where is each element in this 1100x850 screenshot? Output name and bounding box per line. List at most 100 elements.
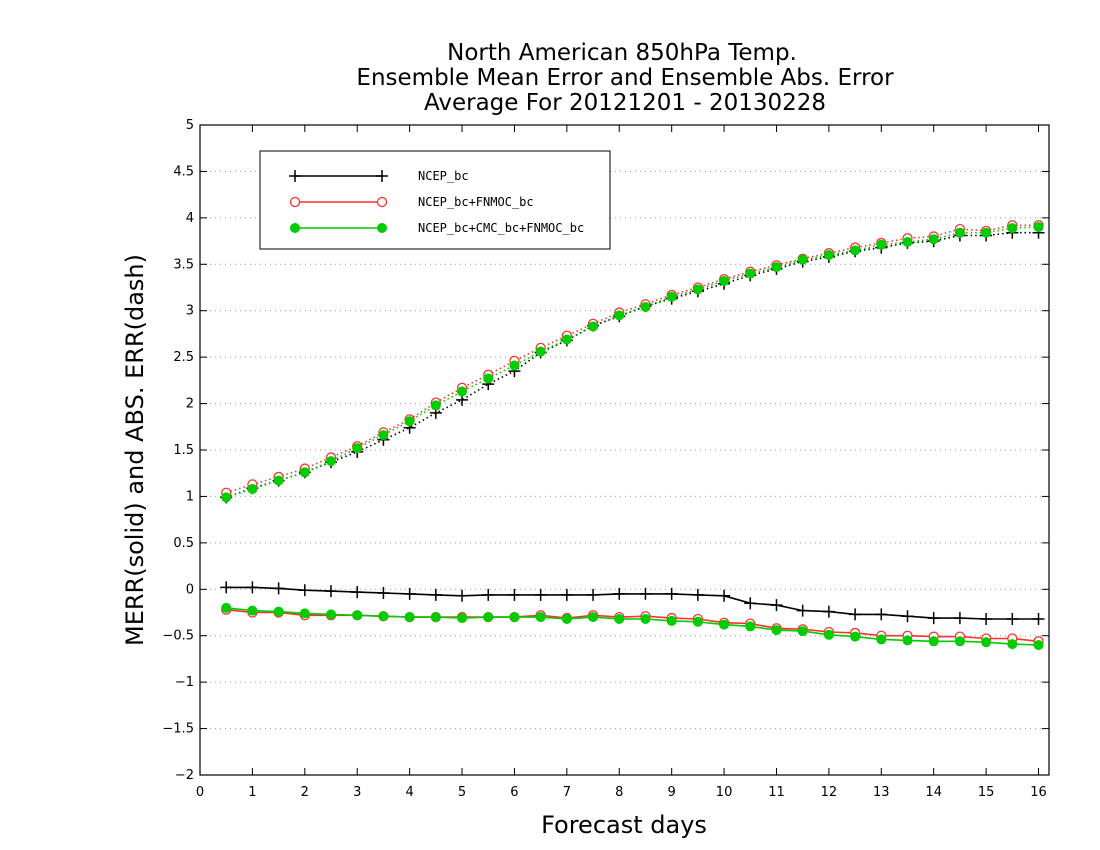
- legend-item: NCEP_bc+CMC_bc+FNMOC_bc: [290, 221, 584, 235]
- data-point: [587, 588, 600, 601]
- x-tick-label: 16: [1030, 785, 1047, 800]
- y-tick-label: 2: [186, 397, 194, 412]
- data-point: [823, 250, 834, 260]
- data-point: [639, 587, 652, 600]
- y-tick-label: 0: [186, 582, 194, 597]
- data-point: [221, 602, 232, 613]
- x-tick-label: 3: [353, 785, 361, 800]
- data-point: [614, 614, 625, 624]
- x-tick-label: 15: [978, 785, 995, 800]
- data-point: [928, 636, 939, 647]
- data-point: [640, 614, 651, 624]
- data-point: [901, 610, 914, 623]
- data-point: [692, 284, 703, 295]
- chart-title: North American 850hPa Temp. Ensemble Mea…: [356, 40, 894, 116]
- data-point: [290, 223, 300, 233]
- data-point: [483, 612, 494, 623]
- data-point: [875, 608, 888, 621]
- y-tick-label: −2: [175, 768, 194, 783]
- data-point: [953, 612, 966, 625]
- data-point: [665, 587, 678, 600]
- legend-label: NCEP_bc+CMC_bc+FNMOC_bc: [418, 221, 584, 235]
- y-tick-label: −1.5: [162, 722, 194, 737]
- legend-item: NCEP_bc: [289, 169, 469, 183]
- data-point: [289, 196, 301, 208]
- data-point: [902, 635, 913, 646]
- data-point: [325, 585, 338, 598]
- series-NCEP_bc+CMC_bc+FNMOC_bc: [221, 222, 1044, 650]
- data-point: [928, 234, 939, 245]
- data-point: [797, 254, 808, 265]
- data-point: [666, 615, 677, 626]
- data-point: [954, 227, 965, 238]
- data-point: [352, 610, 363, 621]
- data-point: [771, 625, 782, 636]
- data-point: [1006, 613, 1019, 625]
- data-point: [247, 484, 258, 494]
- x-tick-label: 1: [248, 785, 256, 800]
- data-point: [273, 606, 284, 617]
- data-point: [430, 400, 441, 411]
- series-abs-err-line: [225, 231, 1039, 499]
- data-point: [876, 634, 887, 645]
- y-tick-label: 0.5: [173, 536, 194, 551]
- data-point: [220, 581, 233, 594]
- y-tick-label: −0.5: [162, 629, 194, 644]
- data-point: [666, 291, 677, 302]
- data-point: [351, 586, 364, 599]
- y-tick-label: 3: [186, 304, 194, 319]
- data-point: [246, 581, 259, 594]
- x-tick-label: 12: [821, 785, 838, 800]
- data-point: [718, 589, 731, 602]
- series-merr-line: [226, 607, 1039, 646]
- data-point: [771, 262, 782, 273]
- series-NCEP_bc+FNMOC_bc: [221, 220, 1044, 647]
- data-point: [614, 310, 625, 321]
- title-line-1: North American 850hPa Temp.: [447, 40, 797, 66]
- data-point: [981, 227, 992, 238]
- data-point: [509, 612, 520, 623]
- data-point: [1007, 639, 1018, 650]
- data-point: [560, 588, 573, 601]
- data-point: [692, 616, 703, 627]
- data-point: [954, 636, 965, 647]
- data-point: [457, 386, 468, 397]
- data-point: [272, 582, 285, 595]
- y-tick-label: 4.5: [173, 164, 194, 179]
- data-point: [823, 629, 834, 640]
- data-point: [376, 196, 388, 208]
- data-point: [719, 276, 730, 286]
- x-tick-label: 0: [196, 785, 204, 800]
- x-tick-label: 10: [716, 785, 733, 800]
- data-point: [289, 170, 301, 182]
- data-point: [849, 608, 862, 621]
- data-point: [561, 334, 572, 345]
- x-tick-label: 11: [768, 785, 785, 800]
- data-point: [561, 614, 572, 624]
- data-point: [299, 608, 310, 619]
- legend-box: [259, 150, 611, 250]
- data-point: [613, 587, 626, 600]
- data-point: [534, 588, 547, 601]
- series-abs-err-line: [225, 226, 1039, 499]
- legend-item: NCEP_bc+FNMOC_bc: [289, 195, 534, 209]
- data-point: [299, 467, 310, 478]
- y-tick-label: −1: [175, 675, 194, 690]
- data-point: [1032, 613, 1045, 625]
- y-tick-label: 2.5: [173, 350, 194, 365]
- data-point: [457, 613, 468, 624]
- x-axis: 0 1 2 3 4 5 6 7 8 9 10 11 12 13 14 15 16: [196, 125, 1047, 800]
- data-point: [456, 589, 469, 602]
- grid-lines: [200, 170, 1049, 730]
- data-point: [404, 612, 415, 623]
- data-point: [744, 597, 757, 610]
- data-point: [326, 609, 337, 620]
- data-point: [850, 631, 861, 642]
- data-point: [850, 245, 861, 256]
- data-point: [403, 587, 416, 600]
- data-point: [482, 588, 495, 601]
- legend: NCEP_bc NCEP_bc+FNMOC_bc NCEP_bc+CMC_bc+FN…: [259, 150, 611, 250]
- x-tick-label: 13: [873, 785, 890, 800]
- data-point: [273, 475, 284, 486]
